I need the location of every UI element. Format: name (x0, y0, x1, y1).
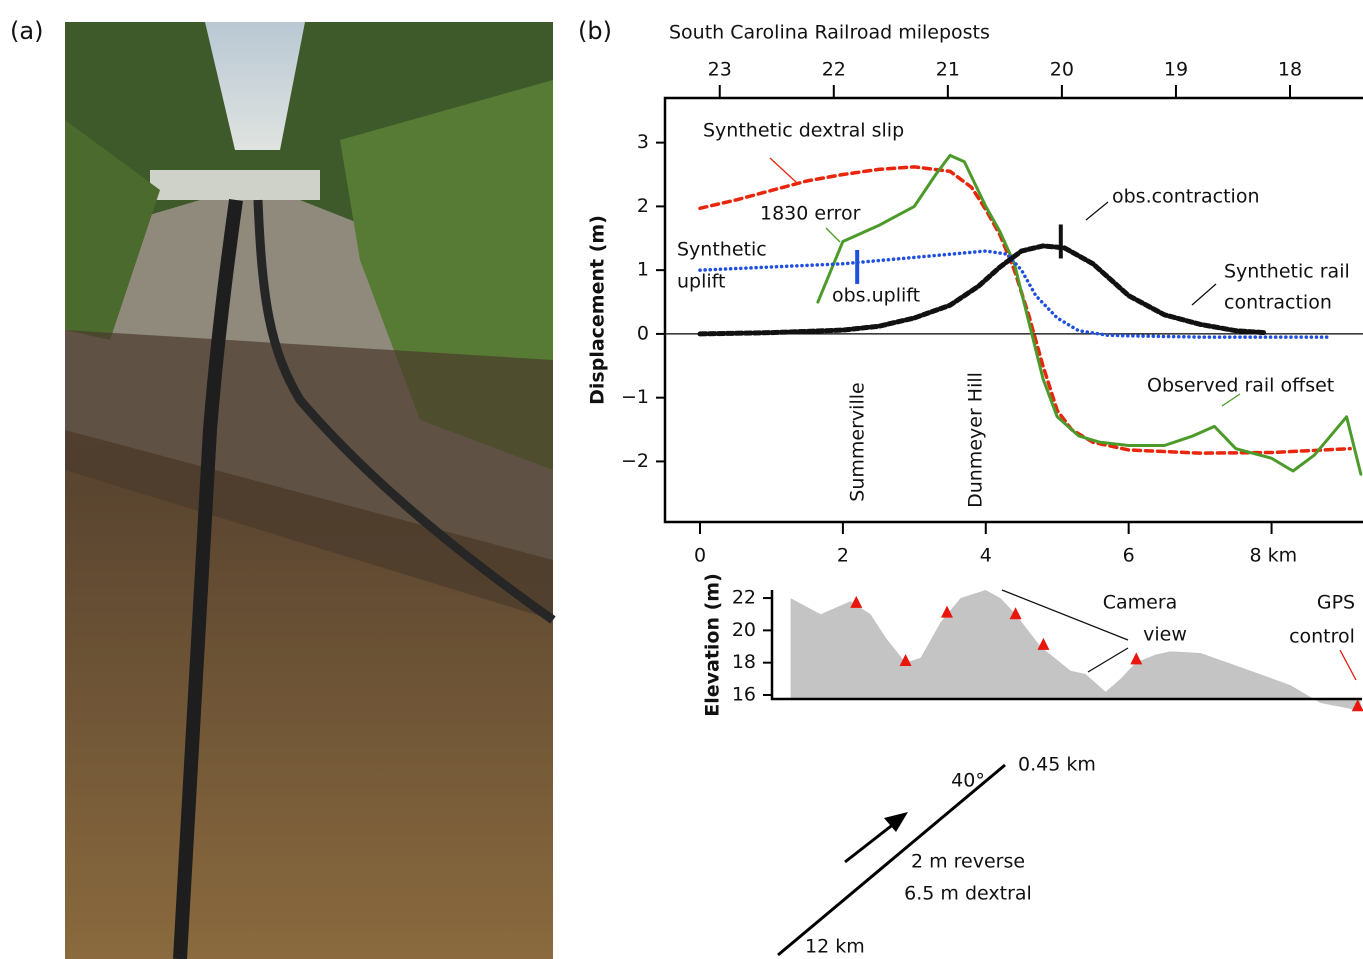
y-tick-label: 20 (732, 619, 756, 641)
slip-arrowhead (884, 812, 908, 832)
annotation: Camera (1103, 592, 1178, 614)
annotation: Synthetic (677, 239, 767, 261)
x-tick-label: 2 (837, 545, 849, 567)
annotation: view (1143, 624, 1187, 646)
y-tick-label: 0 (637, 322, 649, 344)
slip-arrow (844, 821, 896, 864)
axis-frame (663, 96, 1363, 524)
y-tick-label: 18 (732, 651, 756, 673)
leader-line (825, 227, 841, 243)
series-line (698, 249, 1331, 339)
annotation: uplift (677, 271, 725, 293)
x-tick-label: 6 (1123, 545, 1135, 567)
axis-frame (770, 590, 1362, 701)
slip-label: 6.5 m dextral (904, 883, 1032, 905)
x2-tick-label: 23 (708, 59, 732, 81)
annotation: Dunmeyer Hill (965, 372, 987, 508)
y-tick-label: 1 (637, 259, 649, 281)
x2-tick-label: 19 (1164, 59, 1188, 81)
elevation-area (790, 590, 1361, 712)
dip-label: 40° (951, 770, 985, 792)
annotation: Synthetic dextral slip (703, 120, 904, 142)
gps-marker (1351, 699, 1363, 712)
series-line (697, 243, 1267, 337)
y-tick-label: −1 (621, 386, 649, 408)
annotation: obs.uplift (832, 285, 920, 307)
annotation: GPS (1317, 592, 1355, 614)
x-tick-label: 4 (980, 545, 992, 567)
panel-label: (a) (10, 17, 43, 45)
leader-line (769, 157, 797, 183)
annotation: Observed rail offset (1147, 375, 1334, 397)
slip-label: 2 m reverse (911, 851, 1025, 873)
series-line (816, 153, 1363, 476)
annotation: Summerville (847, 382, 869, 501)
x2-tick-label: 22 (822, 59, 846, 81)
photo-rail-left (173, 199, 243, 959)
photo-bush-left (65, 120, 160, 340)
x-tick-label: 8 km (1250, 545, 1298, 567)
gps-marker (899, 654, 912, 667)
annotation: contraction (1224, 292, 1332, 314)
leader-line (1221, 393, 1241, 407)
depth-label: 12 km (805, 936, 865, 958)
photo-rail-right (253, 199, 556, 624)
leader-line (1001, 589, 1129, 641)
gps-marker (850, 595, 863, 608)
x-tick-label: 0 (694, 545, 706, 567)
annotation: control (1289, 626, 1355, 648)
annotation: 1830 error (760, 203, 861, 225)
leader-line (1191, 283, 1217, 306)
y-tick-label: 16 (732, 683, 756, 705)
photo (65, 22, 556, 959)
leader-line (1339, 649, 1357, 681)
fault-diagram: 40° 0.45 km 2 m reverse 6.5 m dextral 12… (777, 754, 1096, 958)
x2-axis-title: South Carolina Railroad mileposts (669, 22, 990, 44)
leader-line (1085, 201, 1109, 221)
y-tick-label: 3 (637, 131, 649, 153)
gps-marker (1009, 607, 1022, 620)
y-tick-label: 22 (732, 587, 756, 609)
depth-label: 0.45 km (1018, 754, 1096, 776)
photo-bridge (150, 170, 320, 200)
fault-plane (777, 763, 1006, 957)
photo-sky (205, 22, 305, 150)
y-tick-label: −2 (621, 450, 649, 472)
x2-tick-label: 20 (1050, 59, 1074, 81)
gps-marker (1037, 637, 1050, 650)
annotation: Synthetic rail (1224, 261, 1350, 283)
photo-shadow (65, 330, 553, 620)
leader-line (1087, 647, 1129, 673)
y-tick-label: 2 (637, 195, 649, 217)
y-axis-title: Elevation (m) (702, 573, 724, 717)
x2-tick-label: 18 (1278, 59, 1302, 81)
gps-marker (941, 605, 953, 618)
x2-tick-label: 21 (936, 59, 960, 81)
panel-label: (b) (578, 17, 612, 45)
gps-marker (1130, 652, 1143, 665)
y-axis-title: Displacement (m) (587, 215, 609, 405)
annotation: obs.contraction (1112, 186, 1259, 208)
